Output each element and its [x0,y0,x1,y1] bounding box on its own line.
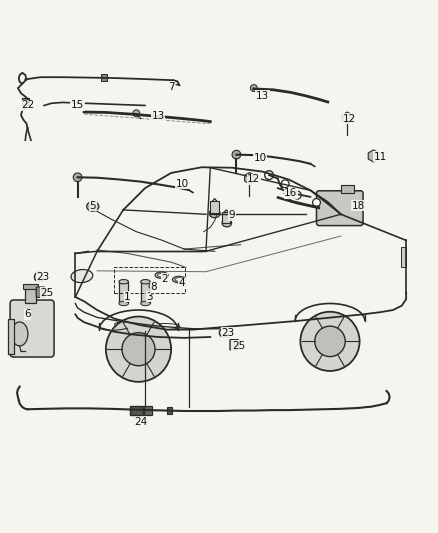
Text: 7: 7 [168,82,174,92]
Text: 22: 22 [22,100,35,110]
Ellipse shape [119,279,128,284]
Text: 4: 4 [179,278,185,288]
Text: 13: 13 [256,91,269,101]
Circle shape [251,85,257,92]
Circle shape [232,150,241,159]
Text: 5: 5 [89,200,96,211]
Ellipse shape [141,279,150,284]
Bar [141,282,150,303]
Bar [130,406,143,415]
Circle shape [133,110,140,117]
Text: 12: 12 [247,174,261,184]
Circle shape [73,173,82,182]
Ellipse shape [175,278,183,281]
Ellipse shape [222,219,232,227]
Bar [114,268,185,293]
FancyBboxPatch shape [10,300,54,357]
Ellipse shape [158,273,166,277]
Text: 3: 3 [146,292,153,302]
Ellipse shape [149,284,154,288]
Text: 10: 10 [254,152,267,163]
Text: 12: 12 [343,114,356,124]
Ellipse shape [71,270,93,282]
Bar [210,201,219,213]
Text: 23: 23 [36,272,49,282]
FancyBboxPatch shape [230,340,239,350]
Circle shape [122,333,155,366]
FancyBboxPatch shape [317,191,363,225]
Ellipse shape [141,301,150,305]
FancyBboxPatch shape [36,287,45,297]
Text: 16: 16 [284,188,297,198]
Ellipse shape [119,301,128,305]
Text: 9: 9 [229,210,235,220]
Circle shape [293,191,301,199]
Circle shape [265,171,273,180]
Bar [25,288,36,303]
Text: 25: 25 [40,288,54,297]
Text: 13: 13 [152,111,165,122]
Text: 1: 1 [124,292,131,302]
Bar [22,98,29,106]
Text: 8: 8 [150,282,157,293]
Ellipse shape [209,209,220,218]
Ellipse shape [89,204,96,209]
Bar [23,284,39,289]
Circle shape [315,326,345,357]
Bar [167,407,172,415]
Ellipse shape [87,201,99,211]
Bar [144,406,152,415]
Ellipse shape [155,272,168,278]
Circle shape [281,180,289,188]
Bar [401,247,406,266]
Text: 15: 15 [71,100,84,110]
Text: 18: 18 [352,200,365,211]
Circle shape [300,312,360,371]
Bar [223,212,230,223]
Circle shape [313,199,321,206]
Text: 24: 24 [134,417,147,427]
Polygon shape [8,319,14,353]
Text: 11: 11 [374,152,387,162]
Ellipse shape [11,322,28,346]
Bar [102,74,107,80]
Circle shape [106,317,171,382]
Text: 6: 6 [24,309,31,319]
Bar [341,184,354,193]
Text: 25: 25 [232,341,245,351]
Text: 2: 2 [161,273,168,284]
Text: 23: 23 [221,328,234,337]
Ellipse shape [173,276,185,283]
Bar [119,282,128,303]
Text: 10: 10 [176,179,189,189]
